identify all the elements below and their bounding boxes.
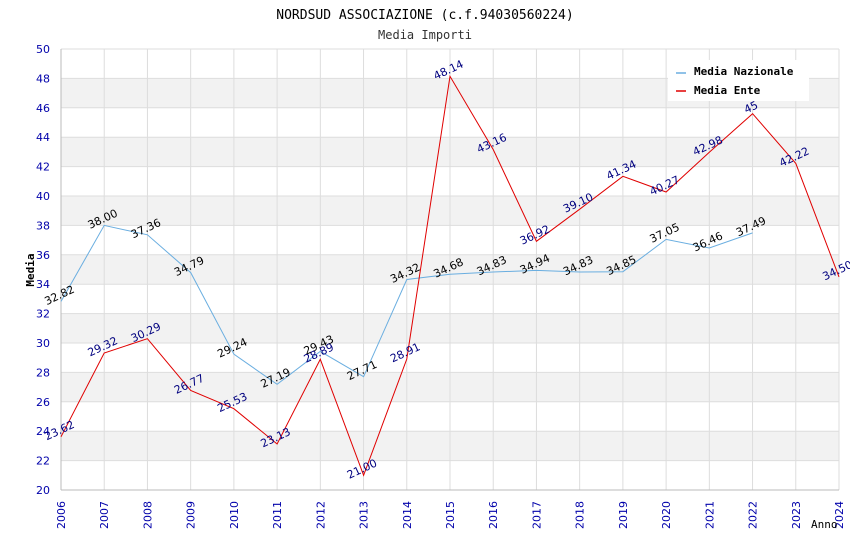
x-tick-label: 2018: [574, 501, 587, 529]
legend: Media Nazionale Media Ente: [668, 60, 809, 101]
legend-label-media-nazionale: Media Nazionale: [694, 65, 794, 78]
x-tick-label: 2021: [703, 501, 716, 529]
data-label: 36.46: [691, 229, 725, 254]
series-lines: [60, 74, 840, 477]
x-axis-label: Anno: [811, 518, 838, 531]
x-tick-label: 2014: [401, 501, 414, 529]
data-label: 36.92: [518, 223, 552, 248]
x-tick-label: 2020: [660, 501, 673, 529]
x-tick-label: 2009: [185, 501, 198, 529]
x-tick-label: 2023: [790, 501, 803, 529]
legend-label-media-ente: Media Ente: [694, 84, 761, 97]
y-tick-label: 20: [36, 484, 50, 497]
y-tick-label: 38: [36, 219, 50, 232]
axes: [60, 49, 839, 491]
y-tick-label: 34: [36, 278, 50, 291]
x-tick-label: 2022: [747, 501, 760, 529]
y-tick-label: 30: [36, 337, 50, 350]
y-tick-label: 42: [36, 161, 50, 174]
x-tick-label: 2019: [617, 501, 630, 529]
data-label: 45: [742, 99, 760, 117]
series-line-media-ente: [60, 74, 840, 477]
x-tick-label: 2006: [55, 501, 68, 529]
y-tick-label: 44: [36, 131, 50, 144]
y-tick-label: 22: [36, 455, 50, 468]
data-label: 40.27: [648, 173, 682, 198]
x-tick-label: 2017: [530, 501, 543, 529]
y-tick-label: 50: [36, 43, 50, 56]
y-tick-label: 40: [36, 190, 50, 203]
x-tick-label: 2008: [141, 501, 154, 529]
y-tick-label: 48: [36, 72, 50, 85]
x-tick-label: 2007: [98, 501, 111, 529]
y-tick-label: 26: [36, 396, 50, 409]
x-tick-label: 2012: [314, 501, 327, 529]
y-axis-label: Media: [24, 253, 37, 286]
series-line-media-nazionale: [60, 224, 753, 385]
y-tick-label: 28: [36, 366, 50, 379]
y-tick-labels: 20 22 24 26 28 30 32 34 36 38 40 42 44 46 48 50: [36, 43, 50, 497]
x-tick-label: 2011: [271, 501, 284, 529]
y-tick-label: 32: [36, 308, 50, 321]
x-tick-label: 2015: [444, 501, 457, 529]
y-tick-label: 24: [36, 425, 50, 438]
legend-box: [668, 60, 809, 101]
x-tick-label: 2024: [833, 501, 846, 529]
x-tick-labels: 2006 2007 2008 2009 2010 2011 2012 2013 2014 2015…: [55, 501, 846, 529]
chart-subtitle: Media Importi: [378, 28, 472, 42]
y-tick-label: 46: [36, 102, 50, 115]
y-tick-label: 36: [36, 249, 50, 262]
x-tick-label: 2010: [228, 501, 241, 529]
x-tick-label: 2013: [358, 501, 371, 529]
chart-title: NORDSUD ASSOCIAZIONE (c.f.94030560224): [276, 8, 573, 23]
x-tick-label: 2016: [487, 501, 500, 529]
